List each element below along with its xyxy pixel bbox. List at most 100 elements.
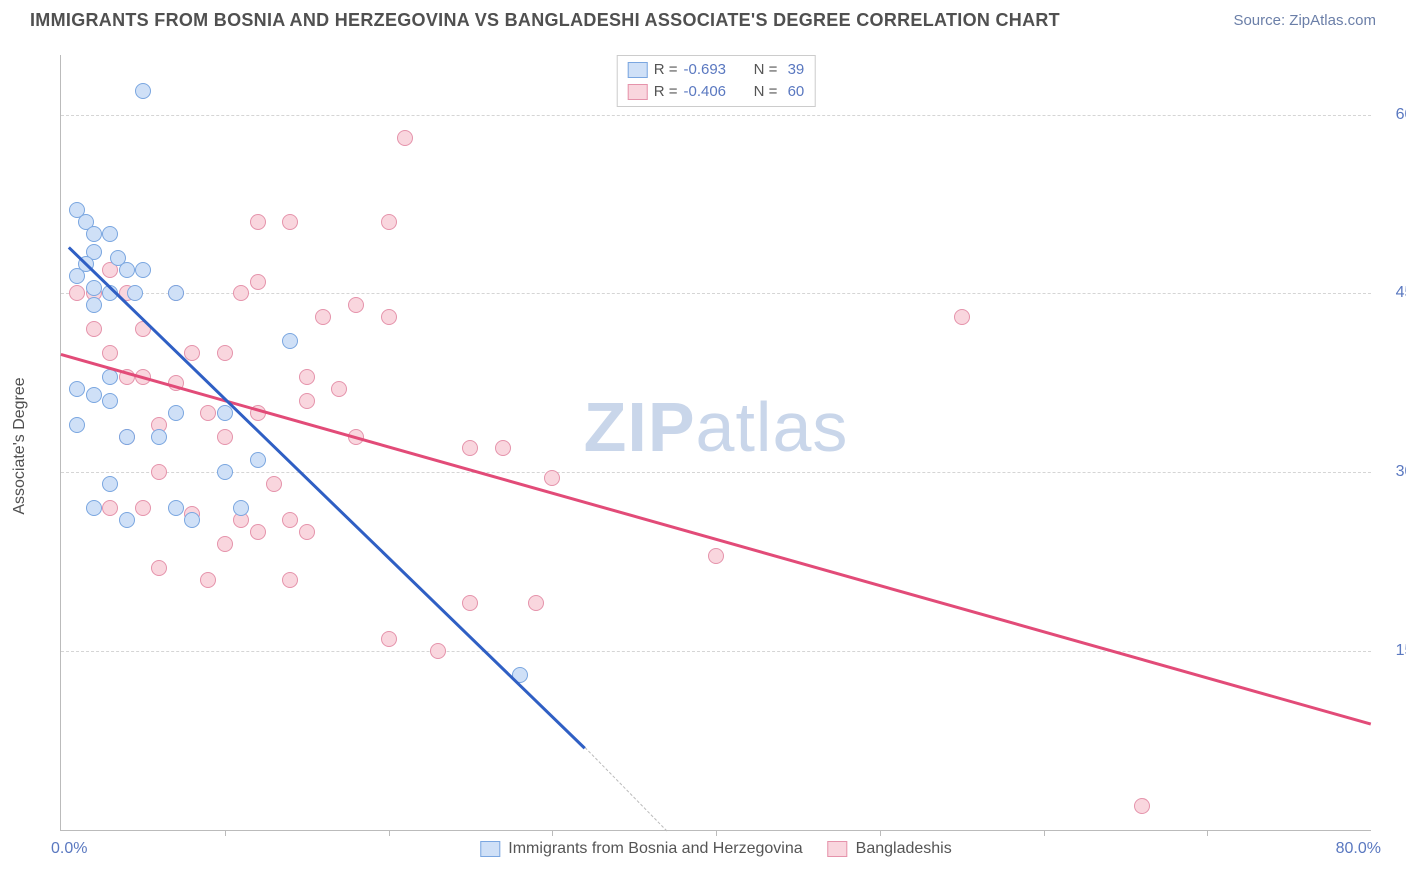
data-point-bangladeshi	[381, 631, 397, 647]
data-point-bangladeshi	[299, 524, 315, 540]
data-point-bangladeshi	[282, 214, 298, 230]
data-point-bosnia	[86, 226, 102, 242]
legend-r-value: -0.693	[683, 59, 743, 81]
legend-r-label: R =	[654, 81, 678, 103]
data-point-bangladeshi	[200, 572, 216, 588]
legend-swatch	[480, 841, 500, 857]
data-point-bosnia	[86, 280, 102, 296]
data-point-bangladeshi	[381, 309, 397, 325]
data-point-bangladeshi	[1134, 798, 1150, 814]
data-point-bangladeshi	[544, 470, 560, 486]
y-tick-label: 30.0%	[1381, 463, 1406, 481]
data-point-bosnia	[86, 387, 102, 403]
x-tick	[389, 830, 390, 836]
data-point-bangladeshi	[135, 500, 151, 516]
data-point-bangladeshi	[217, 536, 233, 552]
data-point-bosnia	[102, 393, 118, 409]
data-point-bangladeshi	[299, 369, 315, 385]
data-point-bangladeshi	[331, 381, 347, 397]
x-tick	[716, 830, 717, 836]
legend-series-label: Bangladeshis	[856, 840, 952, 858]
x-tick	[880, 830, 881, 836]
data-point-bangladeshi	[266, 476, 282, 492]
trend-line-extension	[585, 747, 668, 831]
data-point-bosnia	[69, 268, 85, 284]
legend-n-value: 39	[783, 59, 804, 81]
x-tick	[552, 830, 553, 836]
legend-r-label: R =	[654, 59, 678, 81]
data-point-bangladeshi	[250, 274, 266, 290]
source-label: Source: ZipAtlas.com	[1233, 12, 1376, 29]
legend-series: Immigrants from Bosnia and Herzegovina Ba…	[480, 840, 951, 858]
legend-swatch	[828, 841, 848, 857]
data-point-bangladeshi	[397, 130, 413, 146]
data-point-bosnia	[184, 512, 200, 528]
legend-n-label: N =	[749, 81, 777, 103]
legend-correlation-box: R =-0.693 N = 39R =-0.406 N = 60	[617, 55, 816, 107]
watermark-zip: ZIP	[584, 388, 696, 466]
data-point-bangladeshi	[200, 405, 216, 421]
data-point-bosnia	[119, 512, 135, 528]
data-point-bosnia	[135, 83, 151, 99]
data-point-bangladeshi	[315, 309, 331, 325]
data-point-bosnia	[86, 500, 102, 516]
data-point-bosnia	[233, 500, 249, 516]
x-axis-min-label: 0.0%	[51, 840, 87, 858]
data-point-bangladeshi	[102, 500, 118, 516]
x-tick	[225, 830, 226, 836]
legend-series-label: Immigrants from Bosnia and Herzegovina	[508, 840, 802, 858]
data-point-bosnia	[127, 285, 143, 301]
data-point-bangladeshi	[708, 548, 724, 564]
data-point-bosnia	[119, 429, 135, 445]
data-point-bangladeshi	[299, 393, 315, 409]
legend-correlation-row-bosnia: R =-0.693 N = 39	[628, 59, 805, 81]
y-tick-label: 45.0%	[1381, 284, 1406, 302]
legend-n-label: N =	[749, 59, 777, 81]
data-point-bangladeshi	[954, 309, 970, 325]
legend-series-item-bosnia: Immigrants from Bosnia and Herzegovina	[480, 840, 802, 858]
scatter-plot-area: ZIPatlas R =-0.693 N = 39R =-0.406 N = 6…	[60, 55, 1371, 831]
data-point-bosnia	[69, 417, 85, 433]
x-axis-max-label: 80.0%	[1336, 840, 1381, 858]
watermark: ZIPatlas	[584, 387, 849, 467]
data-point-bosnia	[217, 405, 233, 421]
legend-swatch	[628, 84, 648, 100]
data-point-bangladeshi	[217, 429, 233, 445]
data-point-bangladeshi	[381, 214, 397, 230]
legend-correlation-row-bangladeshi: R =-0.406 N = 60	[628, 81, 805, 103]
y-tick-label: 15.0%	[1381, 642, 1406, 660]
data-point-bosnia	[69, 381, 85, 397]
data-point-bangladeshi	[462, 440, 478, 456]
title-bar: IMMIGRANTS FROM BOSNIA AND HERZEGOVINA V…	[30, 10, 1376, 31]
gridline-h	[61, 472, 1371, 473]
data-point-bosnia	[102, 226, 118, 242]
data-point-bosnia	[282, 333, 298, 349]
data-point-bosnia	[86, 297, 102, 313]
legend-r-value: -0.406	[683, 81, 743, 103]
data-point-bangladeshi	[102, 345, 118, 361]
data-point-bosnia	[102, 369, 118, 385]
data-point-bosnia	[135, 262, 151, 278]
data-point-bangladeshi	[430, 643, 446, 659]
data-point-bosnia	[102, 476, 118, 492]
legend-n-value: 60	[783, 81, 804, 103]
data-point-bosnia	[119, 262, 135, 278]
y-axis-label: Associate's Degree	[11, 377, 29, 514]
y-tick-label: 60.0%	[1381, 106, 1406, 124]
data-point-bangladeshi	[69, 285, 85, 301]
data-point-bangladeshi	[233, 285, 249, 301]
data-point-bangladeshi	[462, 595, 478, 611]
legend-series-item-bangladeshi: Bangladeshis	[828, 840, 952, 858]
data-point-bosnia	[168, 500, 184, 516]
data-point-bangladeshi	[348, 297, 364, 313]
data-point-bangladeshi	[151, 560, 167, 576]
data-point-bosnia	[217, 464, 233, 480]
gridline-h	[61, 293, 1371, 294]
gridline-h	[61, 115, 1371, 116]
x-tick	[1044, 830, 1045, 836]
gridline-h	[61, 651, 1371, 652]
data-point-bangladeshi	[495, 440, 511, 456]
data-point-bangladeshi	[151, 464, 167, 480]
x-tick	[1207, 830, 1208, 836]
watermark-atlas: atlas	[696, 388, 849, 466]
